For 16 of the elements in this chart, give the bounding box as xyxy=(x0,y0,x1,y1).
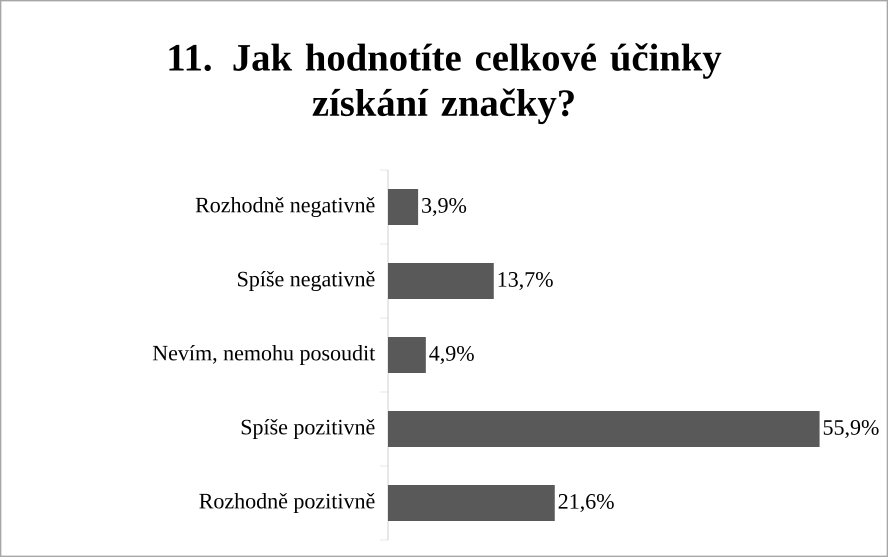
y-tick-label: Spíše pozitivně xyxy=(242,419,375,439)
y-tick-label: Rozhodně pozitivně xyxy=(199,493,375,513)
y-tick-label: Nevím, nemohu posoudit xyxy=(152,345,376,365)
chart-title: 11. Jak hodnotíte celkové účinky získání značky? xyxy=(169,43,722,124)
data-label: 3,9% xyxy=(422,198,466,216)
bar xyxy=(388,263,494,300)
y-tick-label: Spíše negativně xyxy=(238,270,375,292)
data-label: 55,9% xyxy=(824,420,879,438)
bar xyxy=(388,337,426,374)
bar xyxy=(388,411,820,448)
data-label: 13,7% xyxy=(498,272,553,290)
data-label: 21,6% xyxy=(558,494,614,512)
y-tick-label: Rozhodně negativně xyxy=(196,196,375,218)
bar xyxy=(388,485,555,522)
bar xyxy=(388,189,418,226)
data-label: 4,9% xyxy=(429,346,474,364)
